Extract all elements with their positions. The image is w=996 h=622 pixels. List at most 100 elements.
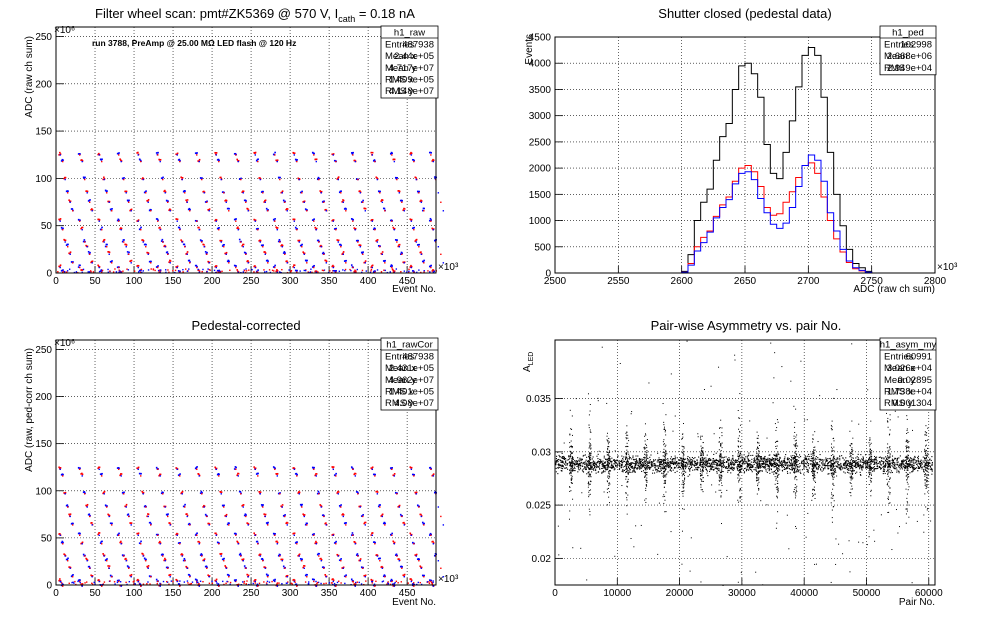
- data-point: [789, 468, 791, 471]
- data-point: [796, 458, 798, 461]
- data-point: [257, 543, 259, 545]
- data-point: [218, 226, 220, 229]
- data-point: [703, 458, 705, 460]
- data-point: [362, 515, 364, 518]
- data-point: [706, 462, 708, 464]
- data-point: [898, 464, 900, 466]
- data-point: [634, 471, 636, 473]
- data-point: [125, 506, 127, 508]
- data-point: [169, 576, 171, 578]
- data-point: [94, 583, 96, 586]
- data-point: [142, 555, 144, 557]
- data-point: [176, 533, 179, 535]
- data-point: [296, 229, 298, 231]
- data-point: [371, 582, 373, 584]
- data-point: [137, 265, 140, 267]
- data-point: [183, 581, 186, 583]
- data-point: [254, 220, 256, 222]
- data-point: [636, 468, 638, 470]
- data-point: [67, 506, 69, 508]
- data-point: [392, 269, 395, 272]
- data-point: [903, 463, 905, 465]
- data-point: [807, 469, 809, 471]
- data-point: [556, 455, 558, 457]
- data-point: [561, 470, 563, 472]
- data-point: [815, 462, 818, 464]
- data-point: [418, 192, 420, 194]
- data-point: [745, 456, 747, 458]
- data-point: [118, 580, 120, 583]
- data-point: [431, 227, 434, 230]
- data-point: [922, 456, 924, 458]
- data-point: [857, 453, 859, 455]
- data-point: [746, 463, 749, 466]
- data-point: [861, 468, 863, 470]
- data-point: [410, 468, 413, 471]
- data-point: [665, 458, 667, 460]
- data-point: [667, 462, 669, 464]
- data-point: [828, 473, 830, 475]
- data-point: [558, 463, 560, 465]
- data-point: [904, 464, 906, 466]
- data-point: [689, 461, 691, 463]
- data-point: [351, 532, 354, 534]
- data-point: [103, 491, 105, 494]
- data-point: [156, 218, 159, 220]
- data-point: [823, 463, 825, 465]
- data-point: [105, 558, 108, 561]
- data-point: [894, 467, 896, 469]
- data-point: [710, 459, 712, 461]
- data-point: [224, 565, 226, 567]
- data-point: [237, 585, 239, 587]
- data-point: [566, 464, 568, 466]
- data-point: [423, 522, 425, 525]
- data-point: [684, 462, 687, 464]
- data-point: [689, 464, 691, 466]
- panel2-x-exponent: ×10³: [937, 262, 958, 273]
- data-point: [908, 463, 910, 465]
- data-point: [206, 253, 208, 256]
- data-point: [638, 467, 640, 469]
- data-point: [259, 491, 262, 493]
- data-point: [254, 265, 256, 267]
- data-point: [384, 524, 386, 526]
- data-point: [162, 553, 164, 556]
- data-point: [608, 459, 610, 461]
- data-point: [237, 228, 240, 230]
- data-point: [340, 558, 342, 560]
- data-point: [323, 201, 325, 203]
- data-point: [437, 192, 440, 194]
- data-point: [753, 459, 755, 461]
- data-point: [633, 467, 635, 469]
- data-point: [765, 470, 767, 472]
- data-point: [120, 160, 122, 163]
- data-point: [676, 461, 678, 463]
- data-point: [395, 580, 398, 583]
- data-point: [354, 583, 357, 585]
- data-point: [718, 460, 720, 463]
- data-point: [912, 458, 914, 460]
- data-point: [918, 467, 921, 469]
- data-point: [130, 210, 132, 212]
- data-point: [683, 463, 685, 465]
- data-point: [162, 580, 165, 583]
- data-point: [221, 245, 224, 247]
- data-point: [123, 493, 125, 495]
- data-point: [890, 462, 892, 464]
- data-point: [119, 228, 121, 230]
- data-point: [618, 468, 620, 470]
- data-point: [268, 581, 271, 583]
- data-point: [102, 240, 104, 243]
- data-point: [858, 465, 860, 467]
- data-point: [401, 566, 403, 568]
- data-point: [421, 521, 424, 524]
- data-point: [430, 579, 432, 582]
- data-point: [208, 262, 210, 264]
- data-point: [917, 455, 920, 457]
- data-point: [791, 460, 793, 462]
- data-point: [319, 190, 322, 192]
- data-point: [733, 464, 735, 466]
- data-point: [245, 567, 247, 569]
- data-point: [376, 178, 379, 181]
- data-point: [891, 455, 894, 457]
